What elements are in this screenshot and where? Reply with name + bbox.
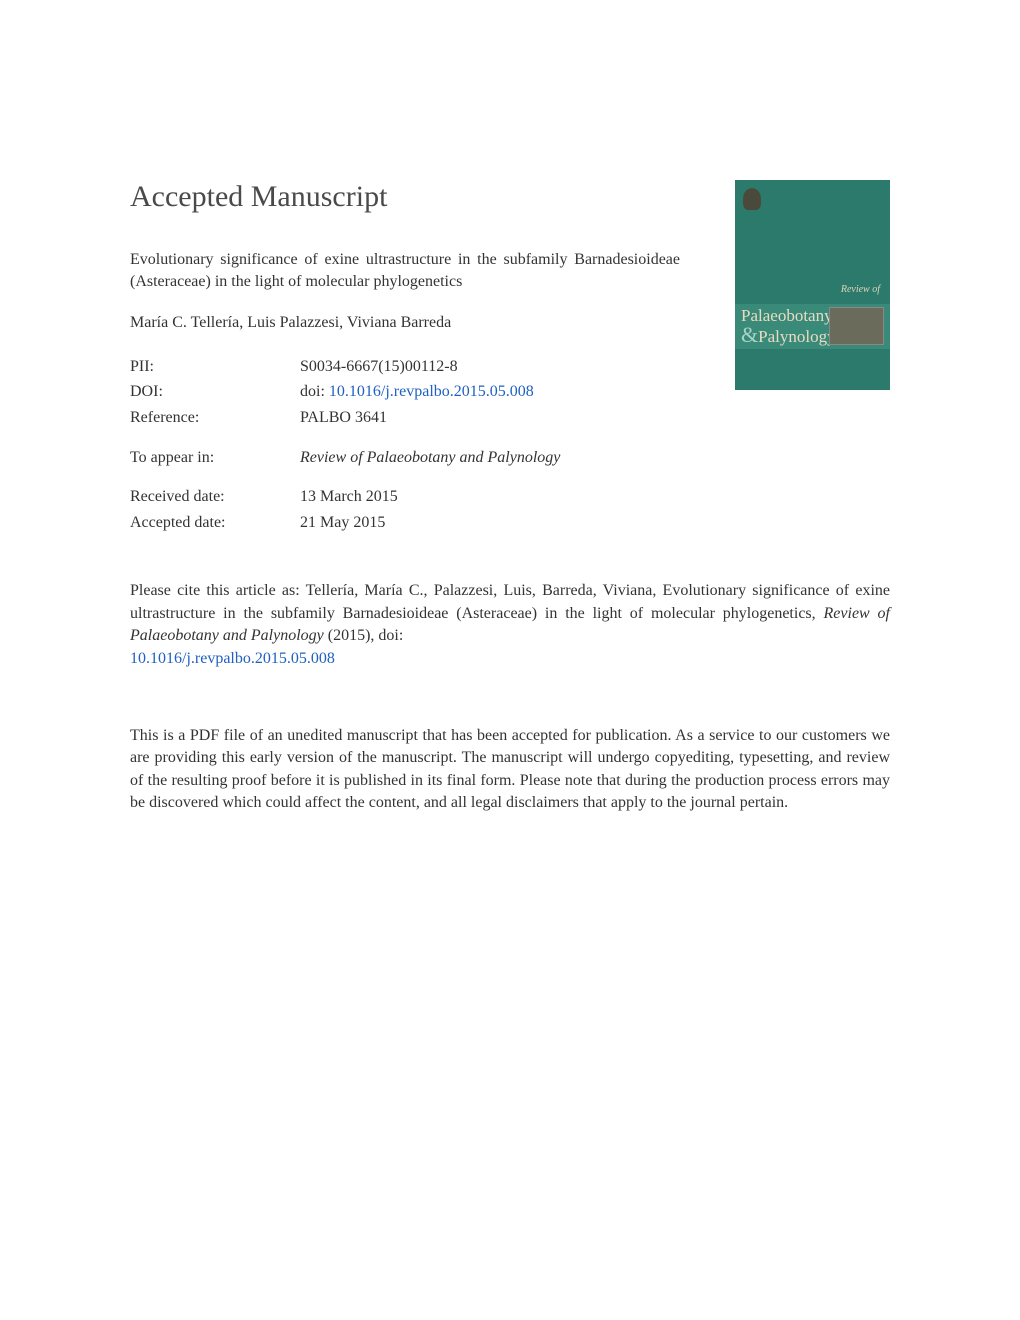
citation-instruction: Please cite this article as: Tellería, M… — [130, 580, 890, 670]
article-title: Evolutionary significance of exine ultra… — [130, 249, 680, 294]
reference-label: Reference: — [130, 405, 300, 431]
accepted-date-label: Accepted date: — [130, 510, 300, 536]
journal-cover-thumbnail: Review of Palaeobotany &Palynology — [735, 180, 890, 390]
cover-review-of-label: Review of — [735, 275, 890, 304]
cover-journal-title-band: Palaeobotany &Palynology — [735, 304, 890, 349]
disclaimer-text: This is a PDF file of an unedited manusc… — [130, 725, 890, 815]
cover-journal-name: Palaeobotany &Palynology — [741, 307, 836, 346]
received-date-value: 13 March 2015 — [300, 484, 398, 510]
spacer — [130, 470, 890, 484]
reference-value: PALBO 3641 — [300, 405, 387, 431]
appear-in-value: Review of Palaeobotany and Palynology — [300, 445, 560, 471]
reference-row: Reference: PALBO 3641 — [130, 405, 890, 431]
accepted-date-row: Accepted date: 21 May 2015 — [130, 510, 890, 536]
cover-bottom-section — [735, 349, 890, 390]
accepted-date-value: 21 May 2015 — [300, 510, 385, 536]
received-date-label: Received date: — [130, 484, 300, 510]
appear-in-row: To appear in: Review of Palaeobotany and… — [130, 445, 890, 471]
doi-value: doi: 10.1016/j.revpalbo.2015.05.008 — [300, 379, 534, 405]
doi-label: DOI: — [130, 379, 300, 405]
citation-doi-link[interactable]: 10.1016/j.revpalbo.2015.05.008 — [130, 650, 335, 667]
ampersand-icon: & — [741, 322, 758, 347]
doi-link[interactable]: 10.1016/j.revpalbo.2015.05.008 — [329, 383, 534, 400]
received-date-row: Received date: 13 March 2015 — [130, 484, 890, 510]
cover-specimen-image — [829, 307, 884, 345]
appear-in-label: To appear in: — [130, 445, 300, 471]
pii-value: S0034-6667(15)00112-8 — [300, 354, 458, 380]
pii-label: PII: — [130, 354, 300, 380]
cover-top-section — [735, 180, 890, 275]
page-container: Accepted Manuscript Review of Palaeobota… — [0, 0, 1020, 914]
elsevier-tree-icon — [743, 188, 761, 210]
spacer — [130, 431, 890, 445]
